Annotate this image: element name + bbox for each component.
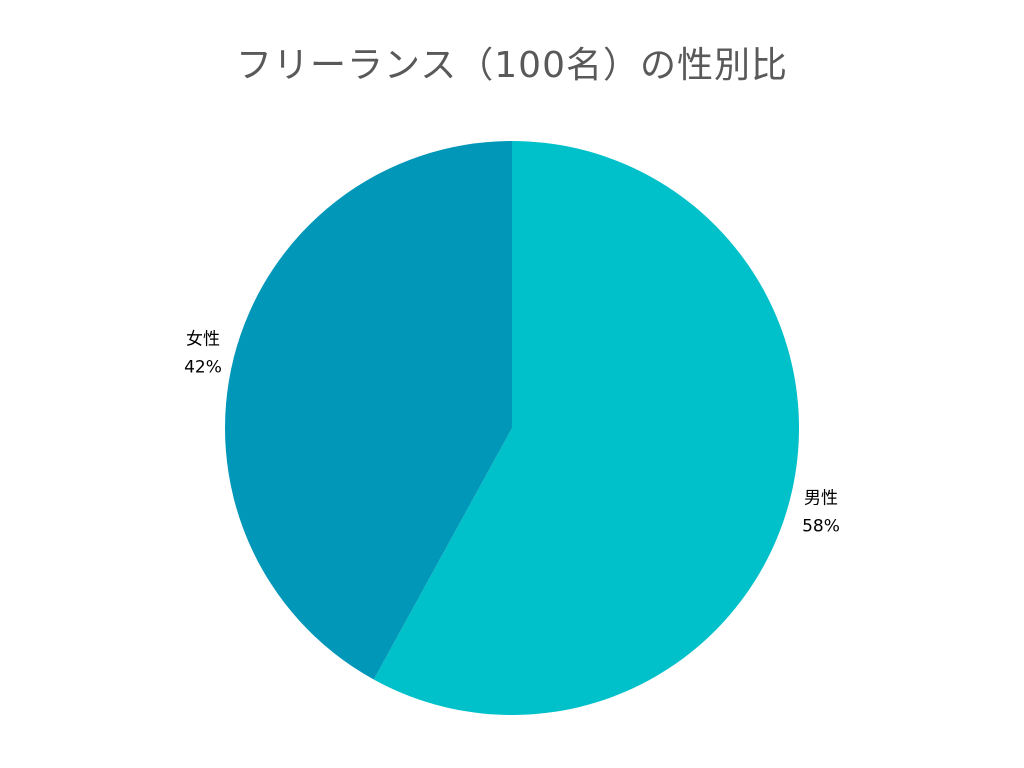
slice-category-label: 女性 bbox=[186, 330, 220, 350]
pie-slice-female bbox=[224, 141, 512, 680]
slice-value-label: 58% bbox=[802, 516, 840, 536]
slice-value-label: 42% bbox=[184, 358, 222, 378]
chart-title: フリーランス（100名）の性別比 bbox=[236, 45, 788, 86]
slice-category-label: 男性 bbox=[804, 488, 838, 508]
pie-slice-male bbox=[373, 141, 799, 715]
